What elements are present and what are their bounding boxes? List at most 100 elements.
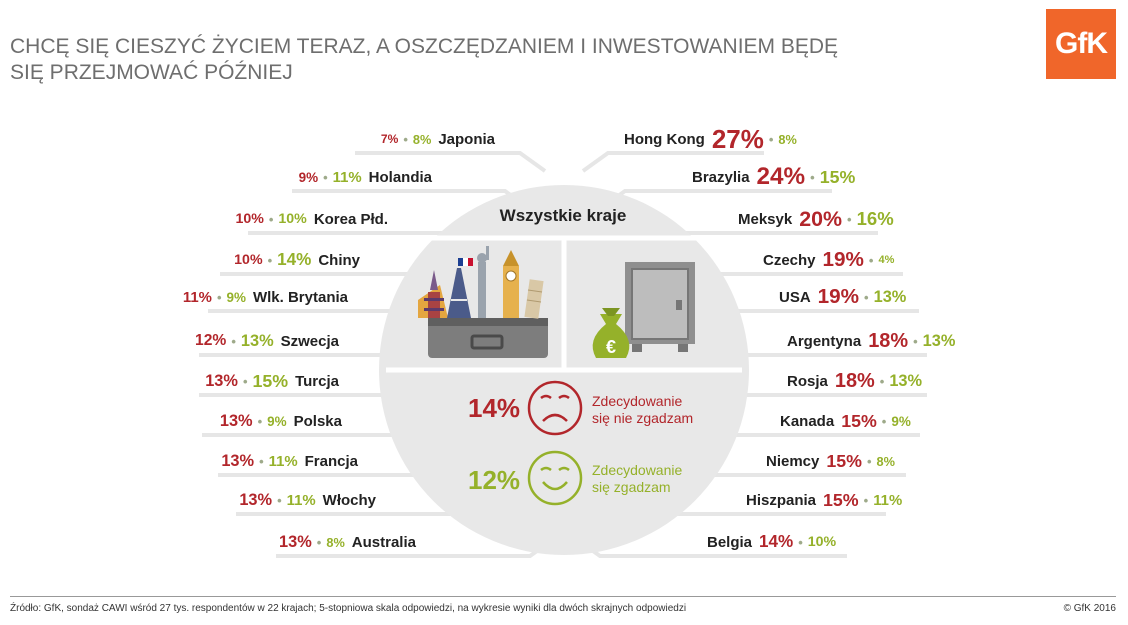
disagree-value: 10% bbox=[235, 211, 264, 227]
country-name: Australia bbox=[351, 533, 416, 551]
page-title: CHCĘ SIĘ CIESZYĆ ŻYCIEM TERAZ, A OSZCZĘD… bbox=[10, 34, 910, 86]
country-name: Korea Płd. bbox=[313, 210, 388, 228]
separator-dot: • bbox=[868, 252, 874, 268]
separator-dot: • bbox=[798, 534, 803, 550]
country-row-kanada: Kanada 15% • 9% bbox=[780, 409, 911, 433]
agree-value: 8% bbox=[412, 131, 432, 147]
copyright: © GfK 2016 bbox=[1063, 603, 1116, 614]
agree-value: 8% bbox=[876, 453, 895, 469]
disagree-value: 10% bbox=[234, 252, 263, 268]
separator-dot: • bbox=[231, 333, 236, 349]
country-row-turcja: 13% • 15% Turcja bbox=[205, 369, 339, 393]
country-row-polska: 13% • 9% Polska bbox=[220, 409, 342, 433]
separator-dot: • bbox=[323, 169, 328, 185]
country-row-brazylia: Brazylia 24% • 15% bbox=[692, 163, 856, 190]
euro-money-bag-icon: € bbox=[592, 308, 630, 358]
source-note: Źródło: GfK, sondaż CAWI wśród 27 tys. r… bbox=[10, 603, 687, 614]
separator-dot: • bbox=[216, 289, 222, 305]
country-row-hiszpania: Hiszpania 15% • 11% bbox=[746, 488, 902, 512]
agree-value: 11% bbox=[268, 452, 298, 470]
country-row-holandia: 9% • 11% Holandia bbox=[299, 165, 432, 189]
country-name: Japonia bbox=[438, 130, 495, 148]
disagree-value: 12% bbox=[195, 332, 227, 349]
disagree-value: 19% bbox=[822, 248, 864, 271]
disagree-value: 13% bbox=[219, 411, 253, 430]
agree-value: 9% bbox=[226, 289, 246, 305]
country-row-chiny: 10% • 14% Chiny bbox=[234, 248, 360, 272]
agree-value: 15% bbox=[819, 166, 856, 187]
disagree-label-line-1: Zdecydowanie bbox=[592, 393, 683, 409]
country-name: Hong Kong bbox=[624, 130, 705, 148]
country-row-hong-kong: Hong Kong 27% • 8% bbox=[624, 124, 797, 154]
disagree-legend-label: Zdecydowanie się nie zgadzam bbox=[592, 393, 693, 427]
agree-label-line-1: Zdecydowanie bbox=[592, 462, 683, 478]
separator-dot: • bbox=[259, 453, 264, 469]
chart-canvas: € bbox=[199, 151, 927, 558]
country-row-wlk-brytania: 11% • 9% Wlk. Brytania bbox=[183, 285, 348, 309]
disagree-value: 18% bbox=[868, 329, 909, 352]
happy-face-icon bbox=[527, 450, 583, 506]
agree-value: 13% bbox=[240, 331, 274, 350]
separator-dot: • bbox=[268, 211, 274, 227]
overall-agree-value: 12% bbox=[468, 465, 521, 495]
agree-value: 9% bbox=[267, 413, 287, 429]
sad-face-icon bbox=[527, 380, 583, 436]
country-name: Argentyna bbox=[787, 332, 862, 350]
country-name: Brazylia bbox=[692, 168, 750, 186]
separator-dot: • bbox=[879, 373, 885, 389]
country-row-włochy: 13% • 11% Włochy bbox=[239, 488, 376, 512]
svg-text:€: € bbox=[606, 337, 616, 357]
agree-value: 8% bbox=[326, 534, 345, 550]
disagree-value: 11% bbox=[182, 288, 212, 306]
separator-dot: • bbox=[810, 169, 815, 185]
disagree-value: 27% bbox=[711, 123, 764, 154]
title-line-2: SIĘ PRZEJMOWAĆ PÓŹNIEJ bbox=[10, 61, 293, 84]
disagree-value: 9% bbox=[298, 169, 319, 185]
suitcase-landmarks-icon bbox=[418, 246, 548, 358]
country-row-francja: 13% • 11% Francja bbox=[221, 449, 358, 473]
agree-value: 8% bbox=[778, 131, 797, 147]
disagree-value: 14% bbox=[759, 532, 794, 551]
agree-value: 11% bbox=[286, 491, 316, 509]
agree-value: 4% bbox=[878, 254, 895, 266]
country-row-usa: USA 19% • 13% bbox=[779, 285, 906, 309]
agree-value: 11% bbox=[873, 491, 903, 509]
country-name: Turcja bbox=[295, 372, 339, 390]
gfk-logo: GfK bbox=[1046, 9, 1116, 79]
agree-value: 10% bbox=[278, 211, 307, 227]
country-row-niemcy: Niemcy 15% • 8% bbox=[766, 449, 895, 473]
disagree-value: 15% bbox=[841, 410, 877, 431]
country-row-australia: 13% • 8% Australia bbox=[279, 530, 416, 554]
disagree-value: 7% bbox=[380, 132, 399, 146]
separator-dot: • bbox=[316, 534, 322, 550]
country-row-meksyk: Meksyk 20% • 16% bbox=[738, 207, 894, 231]
country-name: Meksyk bbox=[738, 210, 793, 228]
agree-label-line-2: się zgadzam bbox=[592, 479, 671, 495]
disagree-value: 20% bbox=[799, 206, 843, 231]
country-name: Polska bbox=[293, 412, 342, 430]
undefined bbox=[355, 151, 547, 173]
overall-disagree-value: 14% bbox=[468, 393, 521, 423]
country-name: USA bbox=[779, 288, 811, 306]
agree-value: 13% bbox=[889, 371, 923, 390]
separator-dot: • bbox=[913, 333, 918, 349]
disagree-value: 24% bbox=[756, 163, 806, 190]
country-row-argentyna: Argentyna 18% • 13% bbox=[787, 329, 955, 353]
country-name: Rosja bbox=[787, 372, 828, 390]
country-row-japonia: 7% • 8% Japonia bbox=[381, 127, 495, 151]
disagree-value: 18% bbox=[834, 369, 875, 392]
separator-dot: • bbox=[866, 453, 872, 469]
country-name: Wlk. Brytania bbox=[252, 288, 348, 306]
disagree-value: 13% bbox=[279, 532, 312, 551]
agree-legend-label: Zdecydowanie się zgadzam bbox=[592, 462, 682, 496]
separator-dot: • bbox=[847, 211, 852, 227]
country-row-korea-płd-: 10% • 10% Korea Płd. bbox=[235, 207, 388, 231]
disagree-value: 13% bbox=[205, 371, 238, 390]
agree-value: 13% bbox=[922, 331, 956, 350]
separator-dot: • bbox=[403, 131, 408, 147]
country-name: Chiny bbox=[318, 251, 360, 269]
disagree-value: 13% bbox=[221, 451, 255, 470]
country-name: Czechy bbox=[763, 251, 816, 269]
disagree-value: 15% bbox=[823, 489, 859, 510]
separator-dot: • bbox=[768, 131, 774, 147]
